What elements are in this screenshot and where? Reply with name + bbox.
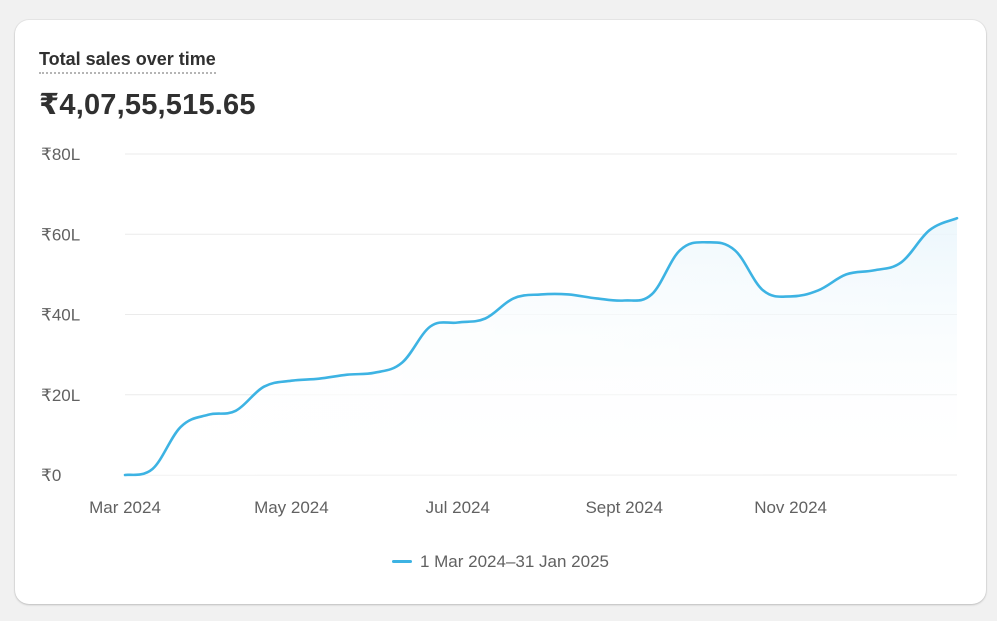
data-point[interactable] [538,291,544,297]
data-point[interactable] [150,466,156,472]
x-tick-label: May 2024 [254,498,329,517]
data-point[interactable] [704,239,710,245]
data-point[interactable] [677,247,683,253]
data-point[interactable] [372,370,378,376]
data-point[interactable] [898,259,904,265]
sales-card: Total sales over time ₹4,07,55,515.65 ₹8… [15,20,986,604]
x-tick-label: Sept 2024 [585,498,663,517]
x-tick-label: Nov 2024 [754,498,827,517]
chart-legend[interactable]: 1 Mar 2024–31 Jan 2025 [15,552,986,572]
data-point[interactable] [927,227,933,233]
y-axis-labels: ₹80L ₹60L ₹40L ₹20L ₹0 [41,145,80,485]
data-point[interactable] [122,472,128,478]
data-point[interactable] [871,267,877,273]
data-point[interactable] [594,295,600,301]
series-area-fade [125,218,957,475]
series-line[interactable] [123,216,959,477]
data-point[interactable] [843,271,849,277]
y-tick-label: ₹40L [41,306,80,325]
data-point[interactable] [760,287,766,293]
area-layer [125,218,957,475]
data-point[interactable] [621,298,627,304]
x-tick-label: Jul 2024 [426,498,490,517]
y-tick-label: ₹0 [41,466,61,485]
data-point[interactable] [288,378,294,384]
line-layer [122,215,960,478]
x-tick-label: Mar 2024 [89,498,161,517]
data-point[interactable] [732,247,738,253]
card-title[interactable]: Total sales over time [39,48,216,74]
data-point[interactable] [316,376,322,382]
legend-label: 1 Mar 2024–31 Jan 2025 [419,552,610,571]
data-point[interactable] [482,316,488,322]
data-point[interactable] [788,293,794,299]
data-point[interactable] [511,295,517,301]
data-point[interactable] [954,215,960,221]
data-point[interactable] [261,384,267,390]
data-point[interactable] [815,287,821,293]
data-point[interactable] [205,412,211,418]
y-tick-label: ₹60L [41,225,80,244]
data-point[interactable] [427,324,433,330]
y-tick-label: ₹20L [41,386,80,405]
data-point[interactable] [566,291,572,297]
sales-line-chart: ₹80L ₹60L ₹40L ₹20L ₹0 Mar 2024 May 2024 Jul 2… [41,145,960,517]
data-point[interactable] [233,408,239,414]
data-point[interactable] [344,372,350,378]
data-point[interactable] [178,424,184,430]
total-sales-value: ₹4,07,55,515.65 [39,89,256,121]
data-point[interactable] [399,360,405,366]
data-point[interactable] [455,320,461,326]
data-point[interactable] [649,291,655,297]
legend-swatch [391,560,412,564]
y-tick-label: ₹80L [41,145,80,164]
x-axis-labels: Mar 2024 May 2024 Jul 2024 Sept 2024 Nov 202… [89,498,827,517]
